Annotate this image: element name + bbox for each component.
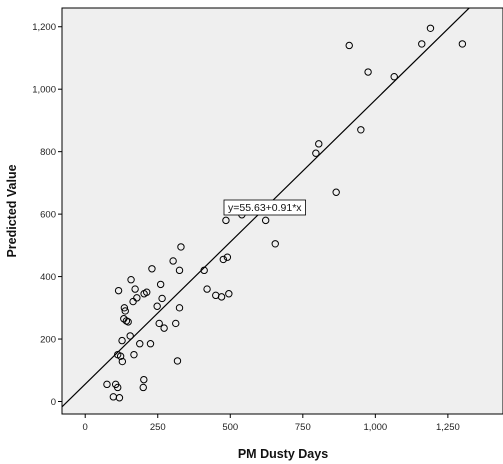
data-point (118, 357, 127, 366)
data-point (126, 332, 134, 340)
data-points (103, 24, 467, 402)
data-point (225, 290, 233, 298)
y-tick-label: 0 (51, 397, 56, 408)
y-tick-label: 600 (40, 210, 56, 221)
data-point (148, 265, 156, 273)
data-point (127, 276, 135, 284)
equation-text: y=55.63+0.91*x (228, 202, 302, 214)
y-tick-label: 200 (40, 335, 56, 346)
x-axis: 0 250 500 750 1,000 1,250 (83, 414, 460, 433)
y-tick-label: 1,000 (32, 85, 56, 96)
y-axis: 0 200 400 600 800 1,000 1,200 (32, 22, 62, 408)
data-point (133, 294, 141, 302)
data-point (200, 266, 208, 275)
data-point (315, 140, 323, 148)
data-point (345, 41, 353, 50)
data-point (332, 188, 340, 196)
data-point (118, 336, 126, 345)
x-tick-label: 1,000 (363, 422, 387, 433)
data-point (121, 307, 129, 315)
equation-label: y=55.63+0.91*x (223, 199, 306, 216)
data-point (120, 304, 129, 312)
data-point (115, 394, 124, 402)
data-point (124, 318, 132, 326)
data-point (271, 240, 279, 248)
data-point (418, 40, 426, 48)
data-point (364, 68, 372, 76)
data-point (312, 149, 320, 157)
data-point (153, 302, 161, 310)
data-point (114, 286, 123, 295)
y-tick-label: 800 (40, 147, 56, 158)
data-point (155, 319, 163, 328)
data-point (140, 375, 148, 384)
data-point (156, 280, 165, 289)
data-point (169, 257, 177, 265)
data-point (390, 73, 398, 81)
data-point (203, 285, 211, 293)
data-point (458, 40, 467, 48)
x-axis-title: PM Dusty Days (238, 447, 328, 461)
data-point (222, 216, 230, 225)
y-tick-label: 1,200 (32, 22, 56, 33)
x-tick-label: 500 (222, 422, 238, 433)
data-point (139, 383, 147, 392)
data-point (219, 255, 228, 264)
data-point (143, 288, 151, 296)
y-tick-label: 400 (40, 272, 56, 283)
data-point (136, 340, 144, 348)
data-point (426, 24, 435, 32)
data-point (158, 294, 166, 303)
data-point (357, 126, 365, 134)
data-point (177, 243, 185, 251)
data-point (129, 297, 137, 306)
data-point (116, 352, 125, 360)
x-tick-label: 250 (150, 422, 166, 433)
regression-line (62, 8, 471, 408)
data-point (160, 324, 168, 332)
data-point (130, 350, 138, 359)
x-tick-label: 1,250 (436, 422, 460, 433)
data-point (146, 340, 155, 348)
data-point (172, 319, 180, 328)
data-point (217, 293, 226, 301)
x-tick-label: 750 (295, 422, 311, 433)
y-axis-title: Predicted Value (5, 164, 19, 257)
data-point (261, 216, 270, 225)
data-point (103, 380, 111, 389)
x-tick-label: 0 (83, 422, 88, 433)
data-point (131, 285, 139, 293)
data-point (175, 266, 184, 275)
data-point (175, 304, 184, 312)
data-point (223, 253, 232, 261)
data-point (173, 357, 182, 365)
data-point (114, 383, 122, 392)
